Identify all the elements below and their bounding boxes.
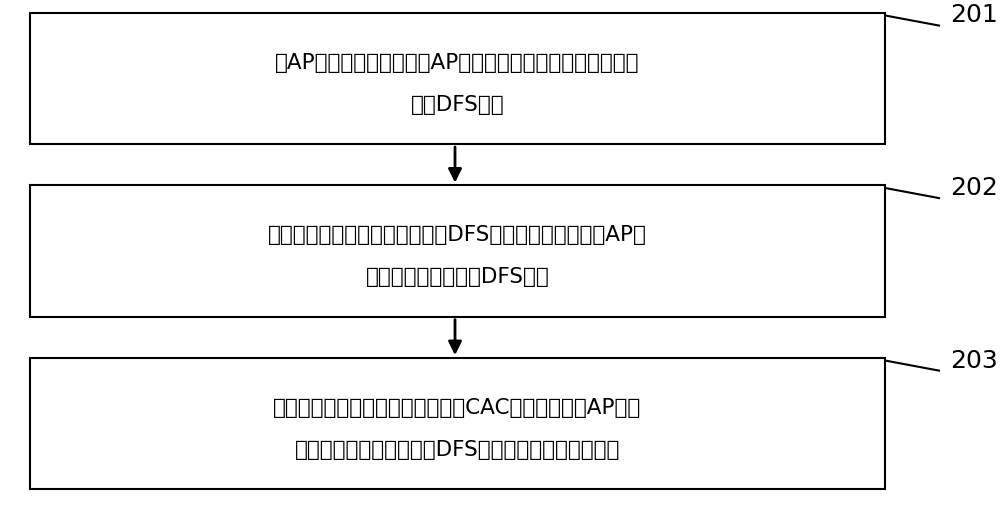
Text: 203: 203 [950,349,998,372]
Text: 优非DFS信道: 优非DFS信道 [411,95,504,115]
Bar [30,358,885,489]
Text: 201: 201 [950,4,998,27]
Bar [30,13,885,144]
Text: 的工作信道从当前最优非DFS信道切换至当前最优信道: 的工作信道从当前最优非DFS信道切换至当前最优信道 [295,440,620,460]
Text: 202: 202 [950,176,998,200]
Text: 在当前最优信道完成信道可用检测CAC的情况下，将AP设备: 在当前最优信道完成信道可用检测CAC的情况下，将AP设备 [273,398,642,418]
Text: 在当前最优信道为动态频率选择DFS信道的情况下，控制AP设: 在当前最优信道为动态频率选择DFS信道的情况下，控制AP设 [268,225,647,245]
Text: 在AP设备开机的情况下，AP设备确定当前最优信道和当前最: 在AP设备开机的情况下，AP设备确定当前最优信道和当前最 [275,53,640,73]
Text: 备工作在当前最优非DFS信道: 备工作在当前最优非DFS信道 [366,267,549,287]
Bar [30,185,885,317]
